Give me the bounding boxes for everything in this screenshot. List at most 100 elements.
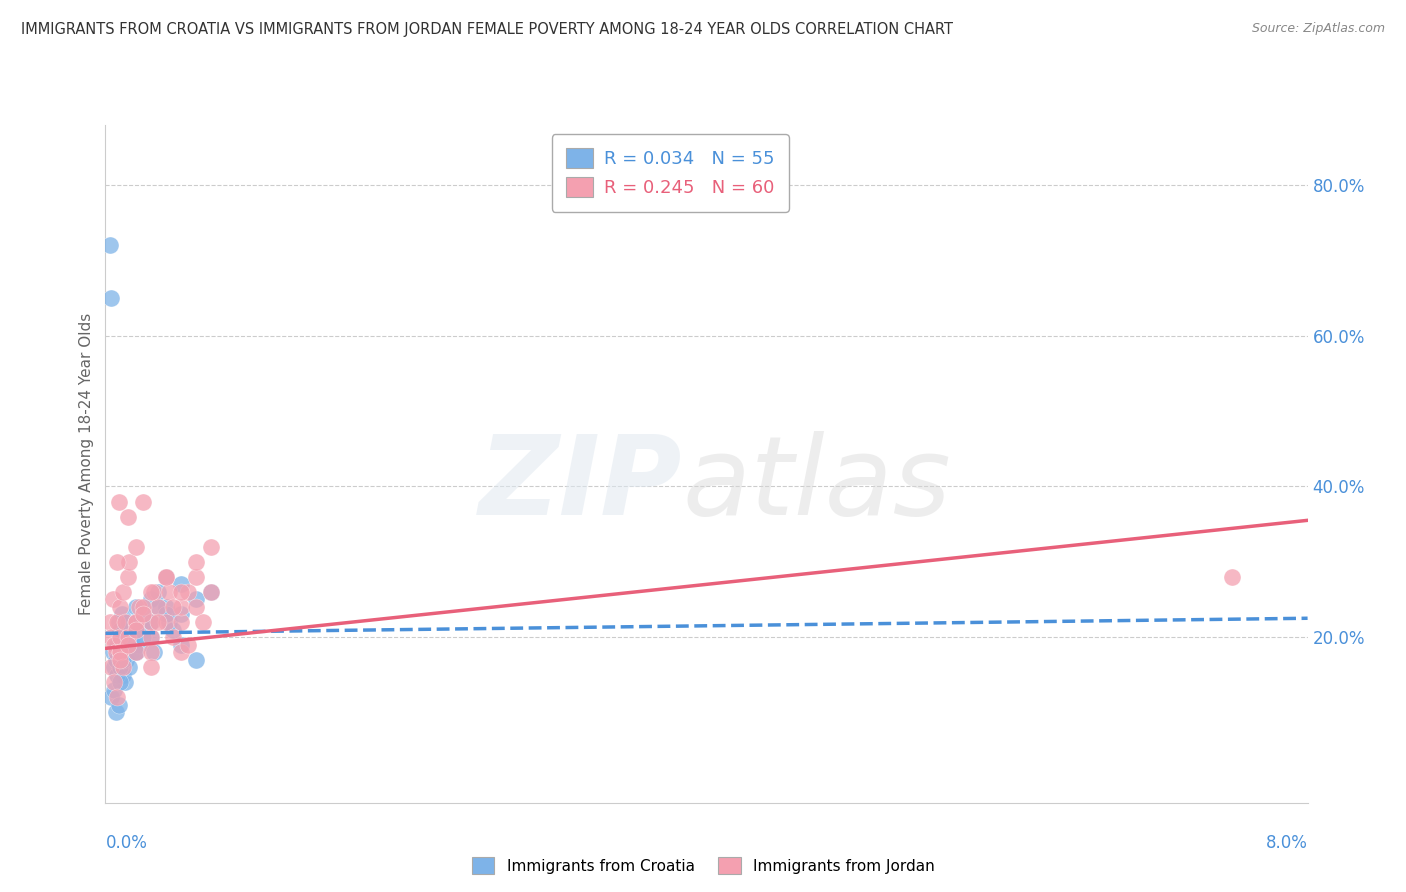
Point (155, 570, 177, 584)
Point (139, 615, 162, 629)
Point (184, 570, 207, 584)
Point (139, 615, 162, 629)
Point (124, 645, 146, 659)
Text: IMMIGRANTS FROM CROATIA VS IMMIGRANTS FROM JORDAN FEMALE POVERTY AMONG 18-24 YEA: IMMIGRANTS FROM CROATIA VS IMMIGRANTS FR… (21, 22, 953, 37)
Point (101, 592, 124, 607)
Point (142, 585, 165, 599)
Point (103, 682, 125, 697)
Point (108, 615, 131, 629)
Point (110, 599, 132, 614)
Point (162, 599, 184, 614)
Point (107, 667, 129, 681)
Point (184, 653, 207, 667)
Point (100, 690, 122, 705)
Point (108, 698, 131, 712)
Point (100, 630, 122, 644)
Point (200, 585, 222, 599)
Point (139, 585, 162, 599)
Point (169, 645, 191, 659)
Point (124, 645, 146, 659)
Text: 8.0%: 8.0% (1265, 834, 1308, 852)
Point (146, 599, 169, 614)
Point (98, 238, 121, 252)
Point (124, 615, 146, 629)
Point (112, 667, 135, 681)
Point (155, 615, 177, 629)
Point (108, 494, 131, 508)
Y-axis label: Female Poverty Among 18-24 Year Olds: Female Poverty Among 18-24 Year Olds (79, 313, 94, 615)
Point (169, 607, 191, 622)
Point (118, 555, 141, 569)
Point (157, 585, 180, 599)
Point (110, 660, 132, 674)
Point (117, 638, 139, 652)
Point (200, 585, 222, 599)
Point (107, 555, 129, 569)
Point (146, 585, 169, 599)
Point (107, 638, 129, 652)
Point (124, 599, 146, 614)
Text: ZIP: ZIP (479, 431, 682, 538)
Point (100, 291, 122, 305)
Point (155, 570, 177, 584)
Point (117, 509, 139, 524)
Point (110, 623, 132, 637)
Point (139, 630, 162, 644)
Point (162, 623, 184, 637)
Point (146, 599, 169, 614)
Point (155, 570, 177, 584)
Point (169, 577, 191, 591)
Point (107, 690, 129, 705)
Legend: R = 0.034   N = 55, R = 0.245   N = 60: R = 0.034 N = 55, R = 0.245 N = 60 (551, 134, 789, 211)
Point (112, 653, 135, 667)
Point (124, 540, 146, 554)
Point (110, 675, 132, 690)
Point (169, 615, 191, 629)
Point (146, 615, 169, 629)
Point (139, 630, 162, 644)
Point (114, 675, 136, 690)
Point (132, 623, 155, 637)
Text: Source: ZipAtlas.com: Source: ZipAtlas.com (1251, 22, 1385, 36)
Point (191, 615, 214, 629)
Point (169, 599, 191, 614)
Point (104, 645, 127, 659)
Point (124, 615, 146, 629)
Point (111, 607, 134, 622)
Point (115, 653, 138, 667)
Point (104, 653, 127, 667)
Point (117, 570, 139, 584)
Point (1222, 570, 1244, 584)
Point (103, 675, 125, 690)
Point (117, 638, 139, 652)
Point (124, 615, 146, 629)
Point (103, 660, 125, 674)
Point (132, 494, 155, 508)
Point (132, 607, 155, 622)
Point (157, 615, 180, 629)
Point (132, 630, 155, 644)
Point (139, 645, 162, 659)
Point (184, 592, 207, 607)
Point (117, 615, 139, 629)
Point (100, 660, 122, 674)
Point (184, 555, 207, 569)
Point (110, 630, 132, 644)
Point (177, 585, 200, 599)
Point (177, 638, 200, 652)
Point (139, 660, 162, 674)
Point (139, 615, 162, 629)
Point (104, 706, 127, 720)
Point (142, 645, 165, 659)
Point (169, 585, 191, 599)
Point (114, 615, 136, 629)
Point (110, 645, 132, 659)
Point (117, 630, 139, 644)
Point (110, 645, 132, 659)
Point (128, 599, 150, 614)
Point (124, 645, 146, 659)
Point (117, 638, 139, 652)
Point (200, 540, 222, 554)
Point (128, 638, 150, 652)
Point (112, 660, 135, 674)
